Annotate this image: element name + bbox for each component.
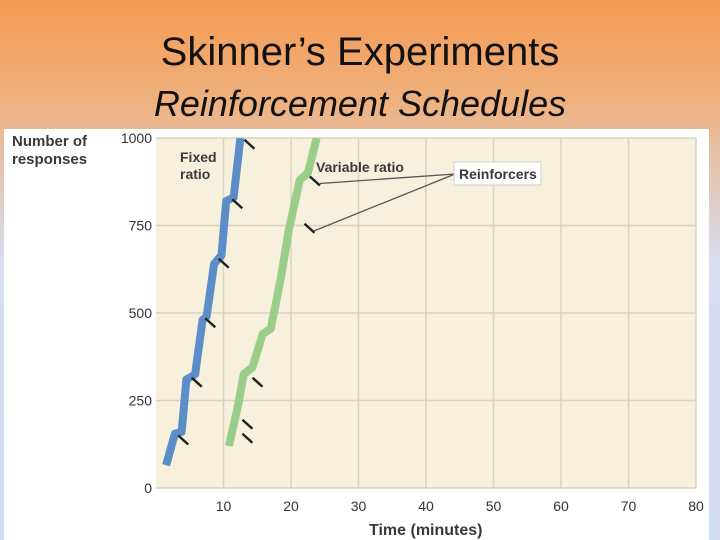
y-axis-label-line1: Number of: [12, 133, 88, 150]
x-tick-labels: 10 20 30 40 50 60 70 80: [216, 498, 704, 514]
reinforcer-mark-variable-ratio-5: [309, 175, 321, 187]
reinforcer-callout-lines: [314, 173, 456, 232]
variable-ratio-label: Variable ratio: [316, 159, 404, 175]
x-tick-40: 40: [418, 498, 434, 514]
x-tick-50: 50: [486, 498, 502, 514]
reinforcers-label-box: [453, 161, 542, 186]
reinforcer-mark-variable-ratio-1: [241, 418, 254, 430]
x-tick-70: 70: [621, 498, 637, 514]
y-axis-label: Number of responses: [12, 133, 91, 168]
chart-panel: 0 250 500 750 1000 10 20 30 40 50 60 70 80 Number o…: [4, 129, 709, 540]
reinforcer-mark-fixed-ratio-1: [177, 434, 190, 446]
x-axis-label: Time (minutes): [369, 522, 483, 539]
x-tick-60: 60: [553, 498, 569, 514]
reinforcer-mark-fixed-ratio-6: [243, 138, 256, 150]
reinforcer-mark-fixed-ratio-2: [190, 376, 203, 388]
callout-line-1: [319, 173, 456, 185]
series-line-variable-ratio: [224, 138, 321, 447]
reinforcer-mark-fixed-ratio-5: [231, 198, 244, 210]
reinforcer-mark-variable-ratio-4: [303, 222, 316, 234]
response-rate-chart: 0 250 500 750 1000 10 20 30 40 50 60 70 80 Number o…: [12, 130, 704, 539]
y-tick-250: 250: [129, 393, 153, 409]
x-tick-30: 30: [351, 498, 367, 514]
fixed-ratio-label-line1: Fixed: [180, 149, 217, 165]
y-tick-500: 500: [129, 305, 153, 321]
y-axis-label-line2: responses: [12, 151, 87, 168]
y-tick-750: 750: [129, 218, 153, 234]
fixed-ratio-label: Fixed ratio: [180, 149, 220, 182]
reinforcer-mark-fixed-ratio-3: [204, 317, 217, 329]
x-tick-20: 20: [283, 498, 299, 514]
reinforcers-label: Reinforcers: [459, 166, 537, 182]
gridlines: [156, 137, 697, 489]
y-tick-0: 0: [144, 480, 152, 496]
x-tick-10: 10: [216, 498, 232, 514]
reinforcer-mark-variable-ratio-2: [241, 432, 254, 444]
reinforcer-mark-fixed-ratio-4: [217, 257, 230, 269]
fixed-ratio-label-line2: ratio: [180, 166, 210, 182]
series-line-fixed-ratio: [162, 138, 245, 467]
y-tick-1000: 1000: [121, 130, 152, 146]
reinforcer-mark-variable-ratio-3: [251, 376, 264, 388]
y-tick-labels: 0 250 500 750 1000: [121, 130, 152, 496]
x-tick-80: 80: [688, 498, 704, 514]
series-lines: [162, 138, 321, 467]
reinforcer-marks: [177, 138, 321, 446]
callout-line-2: [314, 173, 456, 232]
slide-subtitle: Reinforcement Schedules: [153, 83, 567, 124]
slide-title: Skinner’s Experiments: [160, 30, 560, 74]
